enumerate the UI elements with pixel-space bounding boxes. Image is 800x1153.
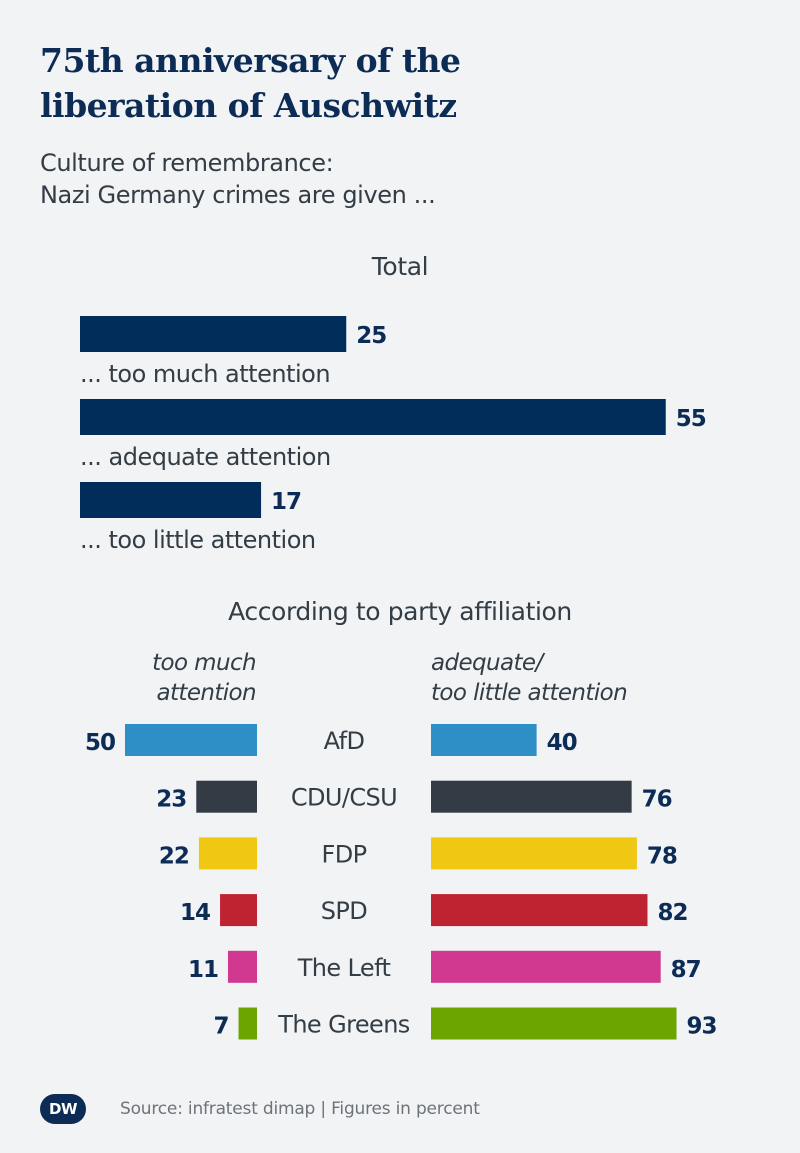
party-value-too-much: 11 — [188, 957, 218, 983]
title-line-1: 75th anniversary of the — [40, 41, 461, 80]
party-bar-too-much — [196, 780, 257, 813]
party-name-label: The Greens — [277, 1011, 410, 1039]
party-name-label: The Left — [297, 954, 391, 982]
left-header-line-2: attention — [156, 680, 256, 706]
party-value-adequate-too-little: 76 — [642, 787, 672, 813]
party-value-adequate-too-little: 87 — [671, 957, 701, 983]
party-value-too-much: 22 — [159, 843, 189, 869]
source-note: Source: infratest dimap | Figures in per… — [120, 1099, 480, 1119]
subtitle-line-2: Nazi Germany crimes are given ... — [40, 181, 436, 209]
party-value-adequate-too-little: 78 — [647, 843, 677, 869]
dw-logo-icon: DW — [40, 1094, 86, 1124]
party-bar-adequate-too-little — [431, 950, 661, 983]
subtitle-line-1: Culture of remembrance: — [40, 149, 334, 177]
total-category-label: ... too much attention — [80, 360, 330, 388]
title-line-2: liberation of Auschwitz — [40, 86, 457, 125]
total-category-label: ... adequate attention — [80, 443, 331, 471]
total-value-label: 17 — [271, 489, 301, 515]
party-value-too-much: 7 — [214, 1014, 229, 1040]
party-bar-too-much — [227, 950, 257, 983]
chart-title: 75th anniversary of the liberation of Au… — [40, 38, 780, 128]
party-bar-adequate-too-little — [431, 837, 637, 870]
party-name-label: AfD — [324, 727, 365, 755]
party-value-adequate-too-little: 93 — [687, 1014, 717, 1040]
party-section-title: According to party affiliation — [228, 597, 572, 626]
footer: DW Source: infratest dimap | Figures in … — [40, 1092, 480, 1126]
party-bar-too-much — [125, 724, 257, 756]
party-value-adequate-too-little: 82 — [657, 900, 687, 926]
party-bar-too-much — [220, 894, 257, 927]
party-bar-adequate-too-little — [431, 724, 537, 756]
total-bar — [80, 399, 666, 435]
right-header-line-1: adequate/ — [431, 650, 545, 676]
party-value-too-much: 14 — [180, 900, 210, 926]
party-value-adequate-too-little: 40 — [547, 730, 577, 756]
total-value-label: 55 — [676, 406, 706, 432]
party-value-too-much: 23 — [156, 787, 186, 813]
party-bar-too-much — [198, 837, 257, 870]
party-bar-adequate-too-little — [431, 894, 648, 927]
total-value-label: 25 — [356, 323, 386, 349]
party-value-too-much: 50 — [85, 730, 115, 756]
party-bar-too-much — [238, 1007, 257, 1040]
left-header-line-1: too much — [152, 650, 256, 676]
party-name-label: SPD — [321, 897, 368, 925]
party-bar-adequate-too-little — [431, 1007, 677, 1040]
party-bar-adequate-too-little — [431, 780, 632, 813]
right-header-line-2: too little attention — [431, 680, 627, 706]
total-section-title: Total — [371, 252, 429, 281]
party-name-label: CDU/CSU — [291, 784, 397, 812]
party-name-label: FDP — [322, 840, 367, 868]
total-category-label: ... too little attention — [80, 526, 316, 554]
chart-subtitle: Culture of remembrance: Nazi Germany cri… — [40, 147, 780, 211]
total-bar — [80, 316, 347, 352]
total-bar — [80, 482, 262, 518]
